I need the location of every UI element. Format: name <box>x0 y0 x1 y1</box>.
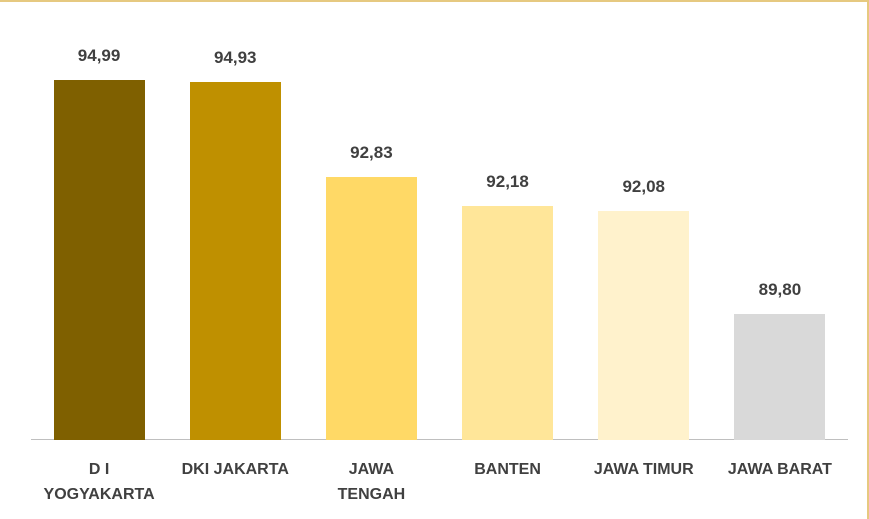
value-label: 92,83 <box>350 143 393 162</box>
x-tick-label: JAWA BARAT <box>727 461 832 478</box>
bar <box>189 82 281 440</box>
x-tick-label: JAWA TENGAH <box>337 461 406 503</box>
x-tick-label: JAWA TIMUR <box>593 461 694 478</box>
x-axis-line <box>31 439 848 440</box>
value-label: 94,93 <box>213 48 257 68</box>
x-tick-label: D I YOGYAKARTA <box>43 461 155 503</box>
value-label: 92,08 <box>622 176 666 196</box>
bar <box>598 210 690 440</box>
bar <box>325 177 417 440</box>
x-tick-label: DKI JAKARTA <box>181 461 289 478</box>
bar <box>462 206 554 440</box>
x-tick-label: BANTEN <box>474 461 541 478</box>
bar <box>734 313 826 440</box>
value-label: 94,99 <box>77 45 121 65</box>
value-label: 92,18 <box>486 172 529 192</box>
value-label: 89,80 <box>758 279 802 299</box>
bar <box>53 79 145 440</box>
